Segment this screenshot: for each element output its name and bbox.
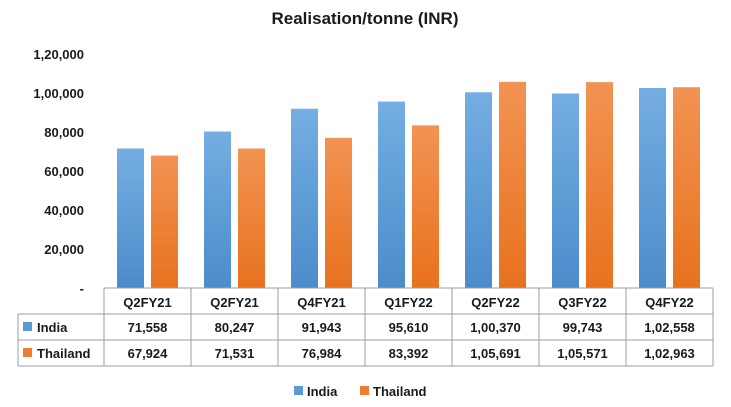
x-category-label: Q1FY22 [384, 295, 432, 310]
bars [117, 81, 700, 289]
data-label: 83,392 [389, 346, 429, 361]
x-category-label: Q4FY22 [645, 295, 693, 310]
y-tick-label: 80,000 [44, 125, 84, 140]
bar-thailand-4 [499, 81, 526, 288]
bar-thailand-5 [586, 82, 613, 288]
data-table: Q2FY21 Q2FY21 Q4FY21 Q1FY22 Q2FY22 Q3FY22 Q4FY… [17, 287, 714, 367]
y-tick-label: 1,20,000 [33, 47, 84, 62]
y-tick-label: 40,000 [44, 203, 84, 218]
x-category-label: Q2FY21 [210, 295, 258, 310]
bar-india-6 [639, 88, 666, 288]
data-label: 67,924 [128, 346, 169, 361]
y-tick-label: 20,000 [44, 242, 84, 257]
data-label: 91,943 [302, 320, 342, 335]
y-tick-label: 60,000 [44, 164, 84, 179]
legend: India Thailand [294, 384, 427, 399]
bar-india-1 [204, 131, 231, 288]
data-label: 1,02,558 [644, 320, 695, 335]
bar-thailand-6 [673, 87, 700, 288]
data-label: 71,531 [215, 346, 255, 361]
y-tick-label: 1,00,000 [33, 86, 84, 101]
x-category-label: Q3FY22 [558, 295, 606, 310]
legend-key-thailand [360, 386, 369, 395]
bar-india-4 [465, 92, 492, 288]
table-series-name: Thailand [37, 346, 91, 361]
bar-thailand-2 [325, 137, 352, 288]
table-legend-key-india [23, 322, 32, 331]
data-label: 1,05,691 [470, 346, 521, 361]
bar-india-0 [117, 148, 144, 288]
data-label: 99,743 [563, 320, 603, 335]
bar-thailand-1 [238, 148, 265, 288]
bar-thailand-0 [151, 155, 178, 288]
bar-india-2 [291, 108, 318, 288]
x-category-label: Q2FY21 [123, 295, 171, 310]
y-axis: - 20,000 40,000 60,000 80,000 1,00,000 1,20,00… [33, 47, 84, 296]
bar-india-5 [552, 93, 579, 288]
bar-india-3 [378, 101, 405, 288]
data-label: 1,05,571 [557, 346, 608, 361]
x-category-label: Q4FY21 [297, 295, 345, 310]
table-series-name: India [37, 320, 68, 335]
data-label: 1,02,963 [644, 346, 695, 361]
data-label: 95,610 [389, 320, 429, 335]
y-tick-label: - [80, 281, 84, 296]
legend-label: Thailand [373, 384, 427, 399]
table-legend-key-thailand [23, 348, 32, 357]
bar-thailand-3 [412, 125, 439, 289]
data-label: 76,984 [302, 346, 343, 361]
data-label: 1,00,370 [470, 320, 521, 335]
data-label: 80,247 [215, 320, 255, 335]
legend-key-india [294, 386, 303, 395]
x-category-label: Q2FY22 [471, 295, 519, 310]
data-label: 71,558 [128, 320, 168, 335]
legend-label: India [307, 384, 338, 399]
chart-title: Realisation/tonne (INR) [271, 9, 458, 28]
